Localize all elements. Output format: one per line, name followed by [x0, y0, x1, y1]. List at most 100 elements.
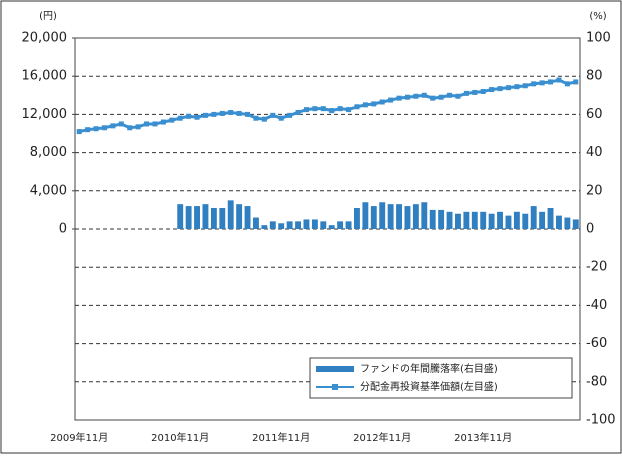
bar — [295, 221, 301, 229]
bar — [185, 206, 192, 229]
y-tick-label: 8,000 — [30, 145, 67, 160]
legend-box — [309, 357, 573, 399]
line-marker — [118, 121, 124, 127]
line-marker — [354, 104, 360, 110]
bar — [261, 225, 268, 229]
bar — [412, 204, 419, 229]
bar — [480, 211, 487, 229]
line-marker — [261, 116, 267, 122]
line-marker — [144, 121, 150, 127]
x-tick-label: 2009年11月 — [50, 431, 108, 444]
line-marker — [522, 83, 528, 89]
bar — [539, 211, 546, 229]
line-marker — [472, 89, 478, 95]
bar — [370, 206, 377, 229]
bar — [505, 215, 512, 229]
bar — [269, 221, 276, 229]
bar — [530, 206, 537, 229]
bar — [354, 207, 360, 229]
y2-tick-label: -60 — [586, 336, 607, 351]
line-marker — [101, 125, 107, 131]
line-marker — [371, 101, 377, 107]
bar — [379, 202, 386, 229]
bar — [404, 206, 411, 229]
bar — [564, 217, 571, 229]
line-marker — [505, 85, 511, 91]
bar — [210, 207, 217, 229]
y-tick-label: 16,000 — [22, 69, 68, 84]
bar — [421, 202, 428, 229]
line-marker — [312, 106, 318, 112]
line-marker — [76, 129, 82, 135]
line-marker — [245, 111, 251, 117]
bar — [463, 211, 470, 229]
bar — [311, 219, 318, 229]
line-marker — [548, 79, 554, 85]
line-marker — [396, 95, 402, 101]
bar — [219, 207, 226, 229]
y2-tick-label: 0 — [586, 222, 594, 237]
line-marker — [480, 88, 486, 94]
line-marker — [287, 112, 293, 118]
y2-unit-label: (%) — [589, 11, 606, 22]
bar — [244, 206, 251, 229]
y-tick-label: 12,000 — [22, 107, 68, 122]
y2-tick-label: -100 — [586, 413, 616, 428]
legend-swatch-marker — [332, 384, 338, 390]
x-tick-label: 2010年11月 — [151, 431, 209, 444]
x-tick-label: 2013年11月 — [454, 431, 512, 444]
line-marker — [438, 94, 444, 100]
line-marker — [320, 106, 326, 112]
bar — [194, 206, 200, 229]
line-marker — [228, 109, 234, 115]
line-marker — [211, 111, 217, 117]
x-tick-label: 2011年11月 — [252, 431, 310, 444]
line-marker — [556, 77, 562, 83]
y2-tick-label: 80 — [586, 69, 603, 84]
bar — [303, 219, 310, 229]
bar — [547, 207, 554, 229]
line-marker — [531, 81, 537, 87]
line-marker — [219, 110, 225, 116]
line-marker — [455, 93, 461, 99]
line-marker — [253, 115, 259, 121]
y-tick-label: 4,000 — [30, 183, 67, 198]
y-tick-label: 20,000 — [22, 31, 68, 46]
bar — [286, 221, 293, 229]
line-marker — [413, 93, 419, 99]
line-marker — [169, 117, 175, 123]
line-marker — [421, 92, 427, 98]
bar — [513, 211, 520, 229]
bar — [345, 221, 352, 229]
bar — [522, 213, 529, 229]
bar — [572, 219, 579, 229]
bar — [438, 209, 445, 229]
line-marker — [93, 126, 99, 132]
y2-tick-label: -40 — [586, 298, 607, 313]
bar — [202, 204, 209, 229]
line-marker — [337, 106, 343, 112]
bar — [446, 211, 453, 229]
bar — [455, 213, 461, 229]
bar — [362, 202, 369, 229]
line-marker — [379, 99, 385, 105]
legend-label: ファンドの年間騰落率(右目盛) — [360, 362, 498, 375]
bar — [278, 223, 285, 229]
line-marker — [346, 107, 352, 113]
y-unit-label: (円) — [39, 11, 57, 22]
line-marker — [388, 97, 394, 103]
line-marker — [329, 108, 335, 114]
y-tick-label: 0 — [59, 222, 67, 237]
legend-label: 分配金再投資基準価額(左目盛) — [360, 380, 498, 393]
y2-tick-label: 20 — [586, 183, 603, 198]
line-marker — [127, 125, 133, 131]
bar — [337, 221, 344, 229]
bar — [396, 204, 402, 229]
line-marker — [186, 113, 192, 119]
bar — [497, 211, 503, 229]
line-marker — [430, 95, 436, 101]
line-marker — [236, 110, 242, 116]
x-tick-label: 2012年11月 — [353, 431, 411, 444]
y2-tick-label: -20 — [586, 260, 607, 275]
